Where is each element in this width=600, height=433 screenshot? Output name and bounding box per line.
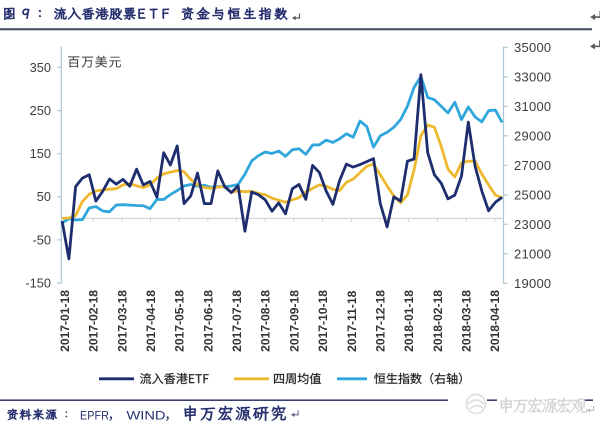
svg-text:2017-09-18: 2017-09-18 [287,290,301,352]
svg-text:EPFR: EPFR [80,409,109,423]
svg-text:31000: 31000 [514,99,551,114]
svg-text:29000: 29000 [514,128,551,143]
svg-text:35000: 35000 [514,40,551,55]
svg-text:2017-12-18: 2017-12-18 [374,290,388,352]
svg-text:2018-04-18: 2018-04-18 [488,290,502,352]
svg-text:2017-05-18: 2017-05-18 [173,290,187,352]
svg-text:WIND: WIND [127,409,166,423]
svg-text:2017-06-18: 2017-06-18 [201,290,215,352]
svg-text:21000: 21000 [514,246,551,261]
svg-text:2017-07-18: 2017-07-18 [230,290,244,352]
svg-text:2018-02-18: 2018-02-18 [431,290,445,352]
svg-text:2018-03-18: 2018-03-18 [460,290,474,352]
svg-text:250: 250 [30,103,51,118]
svg-text:23000: 23000 [514,217,551,232]
svg-text:50: 50 [37,189,51,204]
svg-text:-150: -150 [25,276,51,291]
svg-text:2017-03-18: 2017-03-18 [115,290,129,352]
svg-text:2018-01-18: 2018-01-18 [402,290,416,352]
svg-text:2017-04-18: 2017-04-18 [144,290,158,352]
svg-text:150: 150 [30,146,51,161]
svg-text:2017-08-18: 2017-08-18 [259,290,273,352]
svg-text:2017-10-18: 2017-10-18 [316,290,330,352]
svg-text:27000: 27000 [514,158,551,173]
svg-text:33000: 33000 [514,69,551,84]
svg-text:350: 350 [30,60,51,75]
svg-text:19000: 19000 [514,276,551,291]
svg-text:2017-01-18: 2017-01-18 [58,290,72,352]
svg-text:2017-11-18: 2017-11-18 [345,290,359,351]
svg-text:25000: 25000 [514,187,551,202]
svg-text:-50: -50 [33,232,52,247]
svg-text:2017-02-18: 2017-02-18 [87,290,101,352]
